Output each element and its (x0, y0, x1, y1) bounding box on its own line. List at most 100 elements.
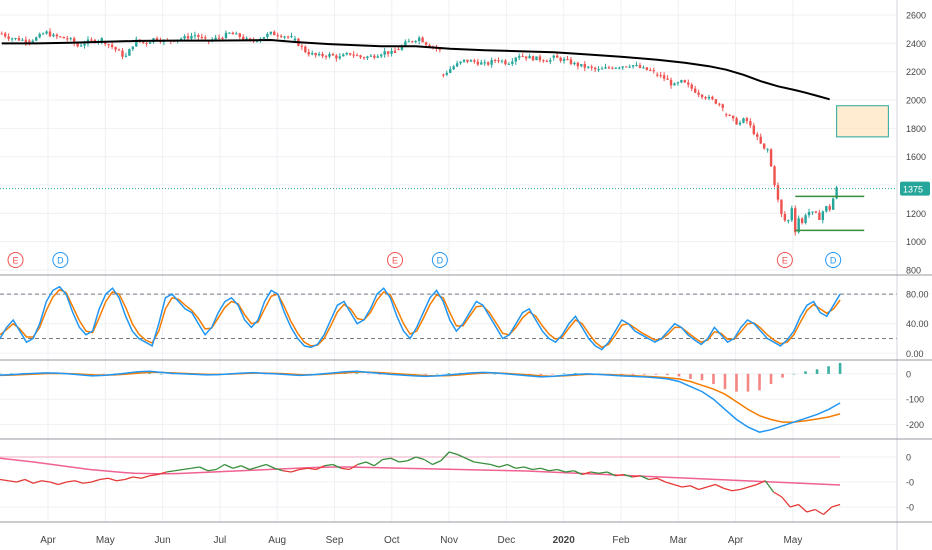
candle-body (114, 47, 117, 50)
candle-body (628, 66, 631, 68)
macd-histogram-bar (723, 373, 727, 390)
earnings-marker[interactable] (7, 252, 24, 268)
candle-body (569, 59, 573, 65)
candle-body (359, 55, 362, 58)
relative-line-segment (8, 480, 17, 483)
candle-body (345, 53, 348, 55)
candle-body (190, 35, 193, 39)
dividend-marker[interactable] (431, 252, 448, 268)
candle-body (355, 55, 359, 57)
dividend-marker[interactable] (52, 252, 69, 268)
candle-body (311, 53, 314, 55)
candle-body (279, 36, 283, 38)
macd-histogram-bar (562, 373, 566, 374)
candle-body (493, 60, 497, 61)
candle-body (83, 43, 86, 46)
macd-histogram-bar (424, 373, 428, 375)
relative-line-segment (598, 471, 608, 474)
candle-body (117, 49, 121, 51)
candle-body (452, 66, 455, 70)
relative-line-segment (532, 467, 541, 471)
relative-line-segment (698, 486, 708, 491)
relative-line-segment (257, 463, 267, 468)
candle-body (238, 33, 241, 37)
candle-body (649, 70, 652, 72)
candle-body (293, 38, 297, 41)
relative-line-segment (166, 470, 175, 473)
candle-body (317, 53, 321, 56)
relative-strength-panel[interactable] (0, 451, 841, 516)
last-price-tag (900, 181, 930, 196)
y-tick-label: 80.00 (906, 290, 929, 300)
candle-body (438, 48, 442, 50)
candle-body (231, 32, 235, 35)
candle-body (155, 38, 159, 41)
relative-line-segment (740, 486, 749, 491)
candle-body (221, 37, 224, 39)
relative-line-segment (282, 470, 292, 473)
moving-average-line (1, 38, 830, 101)
y-tick-label: 2600 (906, 11, 926, 21)
candle-body (624, 66, 628, 68)
y-tick-label: -100 (906, 395, 924, 405)
candle-body (656, 74, 659, 76)
candle-body (338, 56, 342, 59)
candle-body (735, 118, 738, 125)
candle-body (104, 41, 107, 45)
candle-body (611, 67, 614, 69)
relative-line-segment (41, 480, 51, 483)
candle-body (224, 32, 228, 39)
relative-line-segment (240, 465, 250, 471)
candle-body (662, 75, 666, 79)
candle-body (638, 65, 642, 68)
macd-histogram-bar (102, 373, 105, 375)
candle-body (193, 35, 197, 37)
macd-histogram-bar (113, 373, 117, 374)
dividend-marker[interactable] (825, 252, 842, 268)
candle-body (721, 104, 724, 108)
macd-histogram-bar (539, 373, 543, 375)
stochastic-panel[interactable] (0, 285, 897, 351)
target-zone-box[interactable] (836, 105, 889, 138)
relative-line-segment (582, 471, 591, 476)
y-tick-label: 2200 (906, 67, 926, 77)
candle-body (749, 121, 752, 126)
candle-body (725, 114, 728, 116)
candle-body (417, 37, 421, 42)
relative-line-segment (99, 477, 109, 481)
candle-body (428, 44, 431, 47)
relative-line-segment (606, 471, 616, 477)
relative-line-segment (423, 458, 433, 466)
relative-line-segment (382, 457, 392, 461)
candle-body (79, 45, 83, 47)
relative-line-segment (265, 463, 275, 469)
y-tick-label: -0 (906, 478, 914, 488)
candle-body (290, 36, 293, 38)
earnings-marker[interactable] (387, 252, 404, 268)
relative-line-segment (315, 465, 325, 471)
candle-body (183, 36, 186, 39)
candle-body (828, 206, 831, 210)
relative-line-segment (490, 463, 500, 468)
candle-body (455, 63, 459, 67)
candle-body (383, 51, 386, 55)
candle-body (445, 72, 448, 75)
relative-line-segment (157, 471, 167, 476)
candle-body (511, 61, 514, 64)
candle-body (141, 41, 145, 43)
macd-histogram-bar (769, 373, 773, 385)
candle-body (362, 57, 366, 59)
candle-body (48, 31, 52, 37)
candle-body (59, 36, 62, 38)
macd-histogram-bar (804, 371, 807, 374)
x-tick-label: Jun (155, 535, 171, 546)
candle-body (69, 38, 72, 40)
candle-body (645, 67, 649, 71)
earnings-marker[interactable] (776, 252, 793, 268)
macd-panel[interactable] (0, 362, 842, 433)
candle-body (462, 59, 466, 62)
macd-histogram-bar (746, 373, 750, 392)
relative-line-segment (789, 503, 799, 508)
